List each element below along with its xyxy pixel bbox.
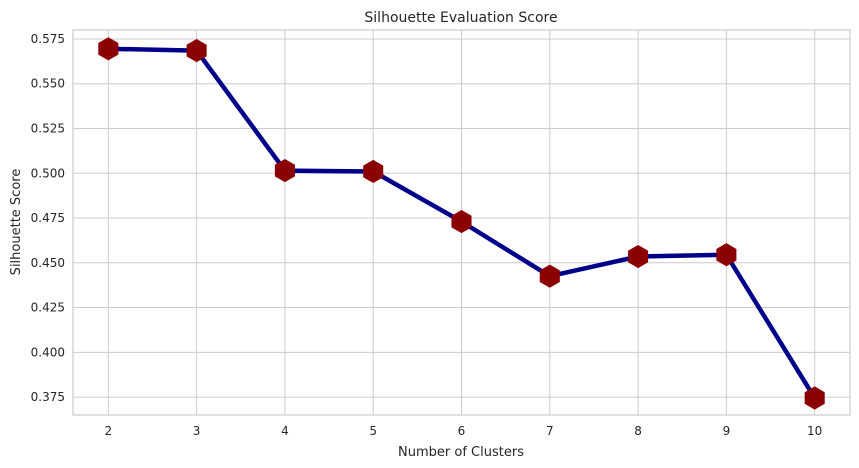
y-tick-label: 0.575 (31, 32, 65, 46)
y-tick-label: 0.375 (31, 390, 65, 404)
data-point (186, 39, 207, 63)
data-point (98, 37, 119, 61)
x-tick-label: 10 (807, 424, 822, 438)
plot-frame (72, 29, 851, 416)
chart-title: Silhouette Evaluation Score (364, 10, 557, 26)
x-tick-label: 7 (546, 424, 554, 438)
data-point (274, 158, 295, 183)
y-tick-label: 0.525 (31, 121, 65, 135)
y-tick-label: 0.500 (31, 166, 65, 180)
x-tick-label: 6 (458, 424, 466, 438)
data-point (451, 210, 472, 234)
data-point (628, 244, 649, 269)
x-tick-label: 3 (193, 424, 201, 438)
data-point (363, 159, 384, 184)
y-axis-label: Silhouette Score (9, 169, 24, 276)
x-tick-label: 8 (634, 424, 642, 438)
x-tick-label: 2 (104, 424, 112, 438)
x-tick-label: 9 (723, 424, 731, 438)
x-tick-label: 4 (281, 424, 289, 438)
tick-labels: 2 3 4 5 6 7 8 9 10 0.375 0.400 0.425 0.450 0.475 0.500… (31, 32, 823, 438)
marker-group (98, 37, 825, 410)
y-tick-label: 0.475 (31, 211, 65, 225)
data-point (716, 243, 737, 267)
x-tick-label: 5 (369, 424, 377, 438)
y-tick-label: 0.550 (31, 77, 65, 91)
y-tick-label: 0.450 (31, 256, 65, 270)
y-tick-label: 0.400 (31, 345, 65, 359)
x-axis-label: Number of Clusters (398, 445, 524, 460)
data-point (804, 386, 825, 410)
y-tick-label: 0.425 (31, 301, 65, 315)
data-point (539, 264, 560, 288)
